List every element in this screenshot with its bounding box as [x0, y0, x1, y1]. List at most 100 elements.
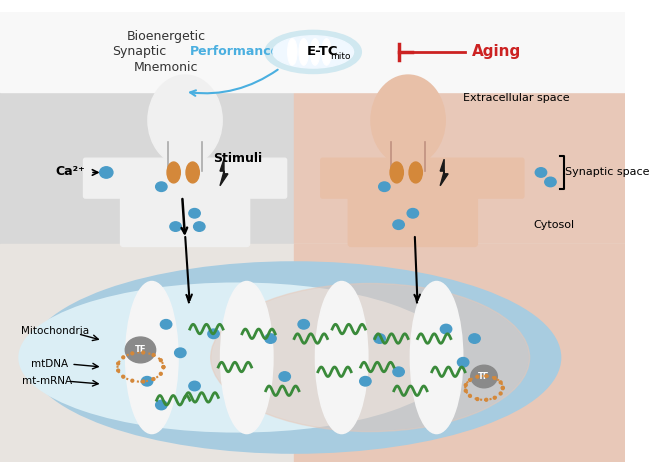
Ellipse shape — [265, 334, 276, 343]
Ellipse shape — [469, 379, 471, 382]
Ellipse shape — [211, 283, 530, 431]
Ellipse shape — [19, 283, 455, 431]
FancyBboxPatch shape — [321, 158, 524, 198]
Text: Synaptic: Synaptic — [113, 46, 167, 58]
Ellipse shape — [494, 396, 496, 399]
Text: Synaptic space: Synaptic space — [565, 167, 649, 177]
Ellipse shape — [494, 377, 496, 380]
Ellipse shape — [310, 39, 320, 65]
Ellipse shape — [156, 400, 167, 410]
Text: mito: mito — [330, 52, 351, 61]
Bar — [391, 142, 425, 171]
Ellipse shape — [208, 329, 219, 338]
Ellipse shape — [28, 263, 560, 453]
Text: Stimuli: Stimuli — [213, 152, 262, 165]
Ellipse shape — [122, 375, 125, 378]
Ellipse shape — [322, 39, 331, 65]
Bar — [0, 244, 625, 462]
Ellipse shape — [485, 398, 488, 401]
Ellipse shape — [170, 222, 181, 231]
Polygon shape — [220, 159, 228, 186]
Ellipse shape — [175, 348, 186, 357]
FancyBboxPatch shape — [349, 189, 477, 246]
Ellipse shape — [273, 36, 353, 68]
Text: Performance: Performance — [190, 46, 280, 58]
Bar — [0, 87, 625, 244]
Ellipse shape — [266, 31, 360, 73]
Ellipse shape — [148, 75, 222, 165]
Text: E-TC: E-TC — [306, 46, 338, 58]
Polygon shape — [440, 159, 448, 186]
FancyBboxPatch shape — [121, 189, 250, 246]
Ellipse shape — [316, 282, 368, 433]
Ellipse shape — [159, 359, 162, 362]
Ellipse shape — [500, 392, 502, 395]
Ellipse shape — [299, 39, 308, 65]
Ellipse shape — [152, 354, 155, 356]
Ellipse shape — [167, 162, 181, 183]
Ellipse shape — [545, 177, 556, 187]
Ellipse shape — [469, 334, 480, 343]
Ellipse shape — [457, 357, 469, 367]
Ellipse shape — [287, 39, 297, 65]
Ellipse shape — [298, 319, 309, 329]
Ellipse shape — [390, 162, 403, 183]
Ellipse shape — [501, 386, 504, 389]
Ellipse shape — [142, 351, 145, 354]
Ellipse shape — [162, 365, 165, 368]
Ellipse shape — [501, 386, 504, 389]
Text: Bioenergetic: Bioenergetic — [127, 30, 206, 43]
Ellipse shape — [476, 375, 479, 378]
Bar — [0, 87, 625, 244]
Ellipse shape — [485, 374, 488, 377]
Text: Mnemonic: Mnemonic — [134, 61, 198, 73]
Ellipse shape — [476, 398, 479, 401]
Ellipse shape — [189, 209, 200, 218]
Text: Ca²⁺: Ca²⁺ — [55, 165, 86, 178]
Text: Mitochondria: Mitochondria — [21, 326, 89, 336]
Ellipse shape — [159, 373, 162, 375]
Ellipse shape — [407, 209, 418, 218]
Ellipse shape — [131, 352, 134, 355]
Ellipse shape — [117, 369, 119, 372]
Ellipse shape — [393, 220, 405, 229]
Ellipse shape — [160, 319, 172, 329]
Ellipse shape — [189, 381, 200, 391]
Ellipse shape — [162, 365, 165, 368]
Ellipse shape — [221, 282, 273, 433]
Ellipse shape — [465, 383, 467, 386]
Text: TF: TF — [134, 346, 146, 355]
Bar — [168, 142, 202, 171]
Ellipse shape — [152, 378, 155, 381]
Ellipse shape — [411, 282, 463, 433]
Ellipse shape — [535, 168, 547, 177]
Text: Cytosol: Cytosol — [533, 219, 574, 230]
Ellipse shape — [186, 162, 199, 183]
Ellipse shape — [409, 162, 422, 183]
Ellipse shape — [500, 381, 502, 384]
Ellipse shape — [194, 222, 205, 231]
Ellipse shape — [471, 365, 498, 388]
Ellipse shape — [469, 394, 471, 397]
Ellipse shape — [142, 376, 153, 386]
Ellipse shape — [374, 334, 386, 343]
Ellipse shape — [142, 380, 145, 383]
Text: TF: TF — [478, 372, 490, 381]
Ellipse shape — [100, 167, 113, 178]
Ellipse shape — [156, 182, 167, 191]
Text: Extracellular space: Extracellular space — [463, 93, 569, 103]
Ellipse shape — [122, 356, 125, 359]
Ellipse shape — [393, 367, 405, 376]
Text: mtDNA: mtDNA — [31, 359, 68, 369]
Ellipse shape — [126, 282, 178, 433]
FancyBboxPatch shape — [84, 158, 287, 198]
Ellipse shape — [379, 182, 390, 191]
Bar — [294, 87, 625, 244]
Bar — [294, 244, 625, 462]
Text: Aging: Aging — [472, 45, 521, 59]
Ellipse shape — [440, 324, 452, 334]
Ellipse shape — [465, 389, 467, 392]
Ellipse shape — [125, 337, 156, 363]
Bar — [0, 12, 625, 92]
Ellipse shape — [371, 75, 445, 165]
